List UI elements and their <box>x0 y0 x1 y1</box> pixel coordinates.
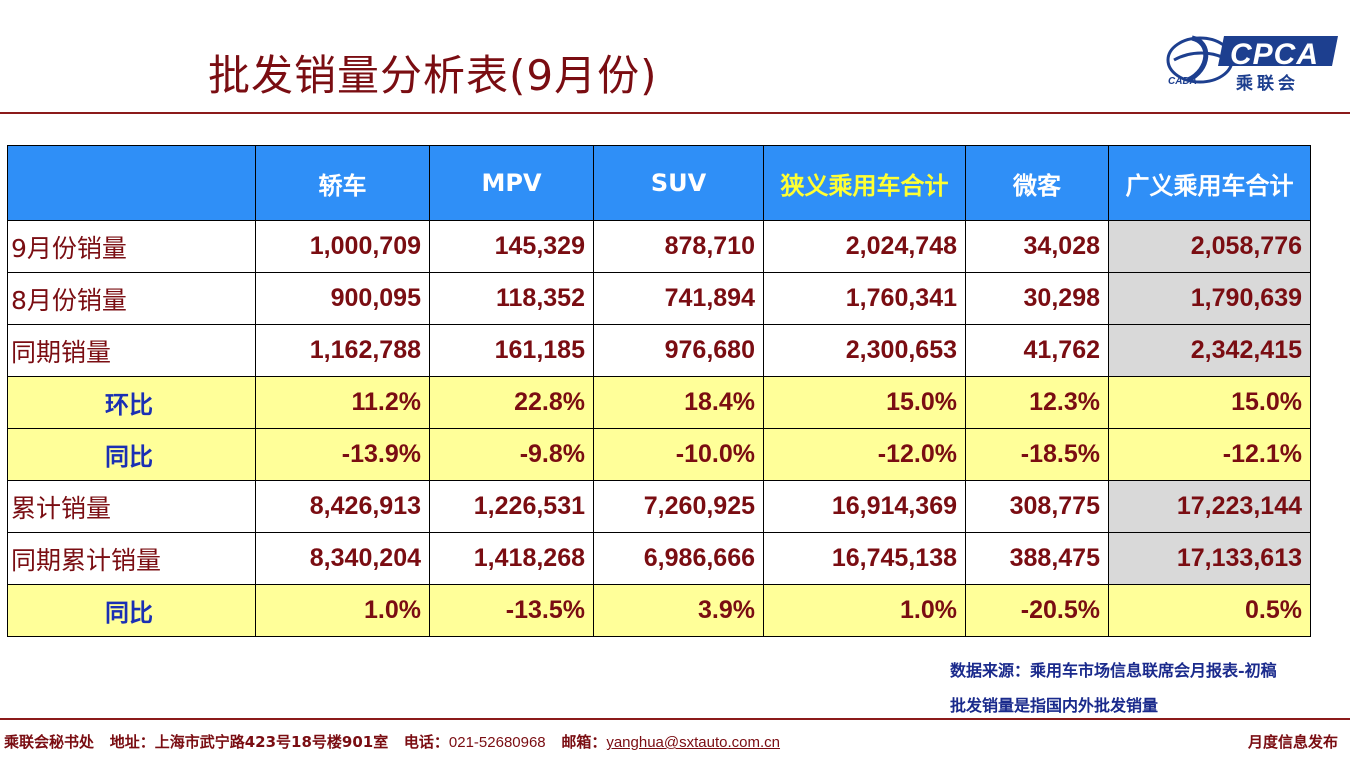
footer-address: 上海市武宁路423号18号楼901室 <box>154 733 389 751</box>
cpca-logo <box>1166 35 1338 84</box>
table-cell: 1,162,788 <box>255 324 430 377</box>
table-cell: 8,426,913 <box>255 480 430 533</box>
table-row: 同比 -13.9% -9.8% -10.0% -12.0% -18.5% -12.1% <box>7 428 1311 481</box>
row-label: 8月份销量 <box>7 272 256 325</box>
table-cell: 878,710 <box>593 220 764 273</box>
table-cell: 1,418,268 <box>429 532 594 585</box>
table-cell: 41,762 <box>965 324 1109 377</box>
table-cell: 1.0% <box>763 584 966 637</box>
footer-phone-label: 电话： <box>403 733 449 751</box>
table-row: 累计销量 8,426,913 1,226,531 7,260,925 16,914,36… <box>7 480 1311 533</box>
logo-mark: CADA <box>1168 76 1197 87</box>
table-cell: 1,790,639 <box>1108 272 1311 325</box>
column-header: 狭义乘用车合计 <box>763 145 966 221</box>
table-cell: 16,914,369 <box>763 480 966 533</box>
table-cell: 1,226,531 <box>429 480 594 533</box>
table-row: 同比 1.0% -13.5% 3.9% 1.0% -20.5% 0.5% <box>7 584 1311 637</box>
row-label: 环比 <box>7 376 256 429</box>
table-cell: -13.9% <box>255 428 430 481</box>
table-cell: -12.0% <box>763 428 966 481</box>
table-cell: 12.3% <box>965 376 1109 429</box>
table-cell: 900,095 <box>255 272 430 325</box>
footer-contact: 乘联会秘书处 地址：上海市武宁路423号18号楼901室 电话：021-5268… <box>4 731 780 752</box>
table-cell: 3.9% <box>593 584 764 637</box>
column-header: 微客 <box>965 145 1109 221</box>
table-cell: 8,340,204 <box>255 532 430 585</box>
footer-email-label: 邮箱： <box>561 733 607 751</box>
table-cell: 2,024,748 <box>763 220 966 273</box>
page-title: 批发销量分析表(9月份) <box>208 51 658 100</box>
table-cell: 16,745,138 <box>763 532 966 585</box>
table-cell: -18.5% <box>965 428 1109 481</box>
table-cell: 18.4% <box>593 376 764 429</box>
table-cell: 145,329 <box>429 220 594 273</box>
table-cell: 15.0% <box>1108 376 1311 429</box>
footer-org: 乘联会秘书处 <box>4 733 95 751</box>
logo-text: CPCA <box>1230 38 1320 71</box>
table-cell: 388,475 <box>965 532 1109 585</box>
bottom-divider <box>0 718 1350 720</box>
row-label: 同比 <box>7 584 256 637</box>
column-header: 轿车 <box>255 145 430 221</box>
table-cell: 1,760,341 <box>763 272 966 325</box>
footer-email-link[interactable]: yanghua@sxtauto.com.cn <box>606 734 781 751</box>
table-cell: 2,058,776 <box>1108 220 1311 273</box>
row-label: 9月份销量 <box>7 220 256 273</box>
table-cell: 308,775 <box>965 480 1109 533</box>
table-cell: 2,300,653 <box>763 324 966 377</box>
table-cell: 6,986,666 <box>593 532 764 585</box>
row-label: 同比 <box>7 428 256 481</box>
table-cell: -20.5% <box>965 584 1109 637</box>
table-cell: 2,342,415 <box>1108 324 1311 377</box>
table-row: 9月份销量 1,000,709 145,329 878,710 2,024,748 34,… <box>7 220 1311 273</box>
table-cell: 34,028 <box>965 220 1109 273</box>
table-cell: 11.2% <box>255 376 430 429</box>
table-cell: 22.8% <box>429 376 594 429</box>
table-cell: -13.5% <box>429 584 594 637</box>
table-cell: 976,680 <box>593 324 764 377</box>
top-divider <box>0 112 1350 114</box>
table-row: 同期累计销量 8,340,204 1,418,268 6,986,666 16,745,… <box>7 532 1311 585</box>
sales-table: 轿车 MPV SUV 狭义乘用车合计 微客 广义乘用车合计 9月份销量 1,000,709 14… <box>7 145 1311 637</box>
table-cell: 17,133,613 <box>1108 532 1311 585</box>
table-row: 8月份销量 900,095 118,352 741,894 1,760,341 30,29… <box>7 272 1311 325</box>
table-row: 环比 11.2% 22.8% 18.4% 15.0% 12.3% 15.0% <box>7 376 1311 429</box>
table-cell: 118,352 <box>429 272 594 325</box>
table-cell: 1,000,709 <box>255 220 430 273</box>
source-note: 数据来源：乘用车市场信息联席会月报表-初稿 <box>950 661 1277 680</box>
table-cell: 741,894 <box>593 272 764 325</box>
footer-release-label: 月度信息发布 <box>1247 733 1338 751</box>
column-header: 广义乘用车合计 <box>1108 145 1311 221</box>
footer-phone: 021-52680968 <box>448 734 546 751</box>
table-header-row: 轿车 MPV SUV 狭义乘用车合计 微客 广义乘用车合计 <box>7 145 1311 221</box>
table-cell: 7,260,925 <box>593 480 764 533</box>
table-cell: -10.0% <box>593 428 764 481</box>
table-cell: -12.1% <box>1108 428 1311 481</box>
row-label: 累计销量 <box>7 480 256 533</box>
row-label: 同期销量 <box>7 324 256 377</box>
table-cell: 15.0% <box>763 376 966 429</box>
row-label: 同期累计销量 <box>7 532 256 585</box>
table-row: 同期销量 1,162,788 161,185 976,680 2,300,653 41,7… <box>7 324 1311 377</box>
header-corner-cell <box>7 145 256 221</box>
table-cell: 161,185 <box>429 324 594 377</box>
footer-address-label: 地址： <box>109 733 155 751</box>
definition-note: 批发销量是指国内外批发销量 <box>950 696 1159 715</box>
table-cell: -9.8% <box>429 428 594 481</box>
table-cell: 0.5% <box>1108 584 1311 637</box>
table-cell: 1.0% <box>255 584 430 637</box>
table-cell: 17,223,144 <box>1108 480 1311 533</box>
column-header: MPV <box>429 145 594 221</box>
column-header: SUV <box>593 145 764 221</box>
logo-subtitle: 乘联会 <box>1236 74 1299 94</box>
table-cell: 30,298 <box>965 272 1109 325</box>
